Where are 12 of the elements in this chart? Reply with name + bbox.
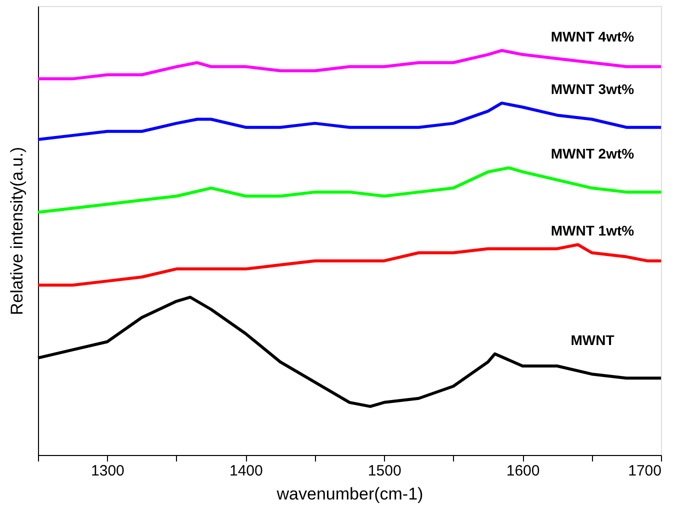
x-axis-title: wavenumber(cm-1)	[276, 484, 424, 504]
series-label: MWNT 1wt%	[550, 222, 635, 239]
y-axis-title: Relative intensity(a.u.)	[8, 146, 26, 316]
x-tick-label: 1600	[506, 462, 540, 480]
x-tick-label: 1700	[628, 462, 662, 480]
series-label: MWNT	[570, 332, 615, 348]
x-tick-label: 1400	[229, 462, 263, 480]
x-tick-label: 1500	[368, 462, 402, 480]
series-label: MWNT 3wt%	[550, 81, 635, 98]
series-label: MWNT 2wt%	[550, 146, 635, 162]
series-label: MWNT 4wt%	[550, 28, 635, 44]
x-tick-label: 1300	[91, 462, 124, 480]
